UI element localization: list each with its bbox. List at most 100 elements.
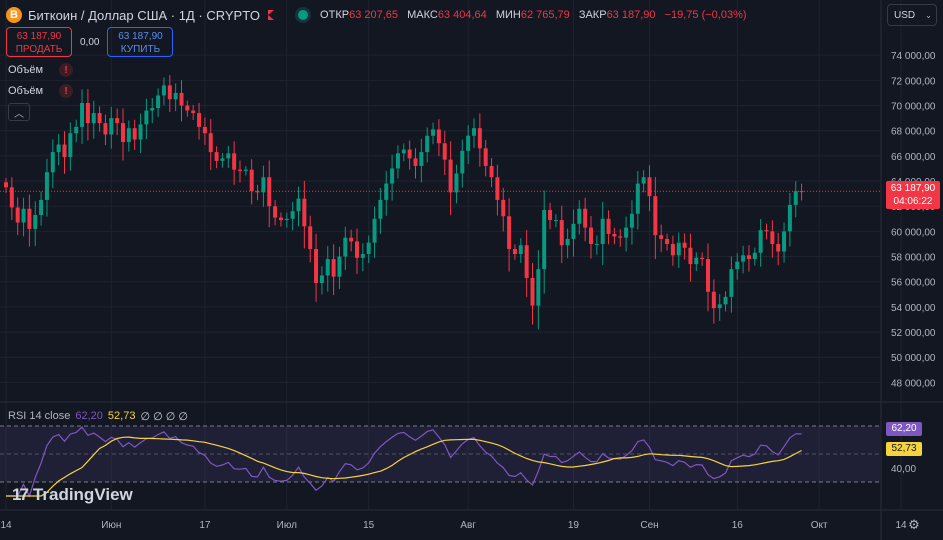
candle: [694, 257, 699, 265]
price-axis-label: 48 000,00: [891, 378, 936, 389]
volume-label: Объём: [8, 64, 44, 76]
candle: [62, 144, 67, 158]
tradingview-logo[interactable]: 17 TradingView: [12, 485, 133, 505]
candle: [776, 243, 781, 252]
candle: [741, 255, 746, 262]
candle: [255, 191, 260, 193]
volume-indicator-1[interactable]: Объём !: [8, 63, 74, 77]
open-value: 63 207,65: [349, 9, 399, 21]
rsi-legend[interactable]: RSI 14 close 62,20 52,73 ∅ ∅ ∅ ∅: [8, 410, 188, 423]
candle: [548, 209, 553, 221]
candle: [39, 199, 44, 216]
candle: [202, 126, 207, 134]
sell-button[interactable]: 63 187,90 ПРОДАТЬ: [6, 27, 72, 57]
candle: [15, 207, 20, 223]
last-price-tag: 63 187,90 04:06:22: [886, 181, 940, 209]
symbol-title[interactable]: Биткоин / Доллар США · 1Д · CRYPTO: [28, 7, 261, 23]
spread-value: 0,00: [80, 36, 100, 48]
candle: [735, 261, 740, 270]
candle: [197, 113, 202, 127]
candle: [413, 158, 418, 166]
candle: [126, 128, 131, 143]
warning-icon[interactable]: !: [59, 63, 74, 77]
candle: [319, 275, 324, 283]
candle: [530, 277, 535, 306]
rsi-band: [0, 426, 880, 482]
candle: [501, 199, 506, 217]
volume-indicator-2[interactable]: Объём !: [8, 84, 74, 98]
bitcoin-icon[interactable]: B: [6, 7, 22, 23]
rsi-value: 62,20: [75, 410, 103, 422]
candle: [618, 236, 623, 238]
candle: [536, 269, 541, 306]
candle: [758, 230, 763, 253]
ohlc-values: ОТКР63 207,65 МАКС63 404,64 МИН62 765,79…: [320, 9, 752, 21]
warning-icon[interactable]: !: [59, 84, 74, 98]
price-axis-label: 66 000,00: [891, 152, 936, 163]
open-label: ОТКР: [320, 9, 350, 21]
candle: [109, 118, 114, 135]
candle: [665, 238, 670, 244]
price-axis-label: 52 000,00: [891, 328, 936, 339]
candle: [682, 242, 687, 248]
candle: [688, 247, 693, 265]
candle: [565, 238, 570, 246]
candle: [121, 123, 125, 143]
candle: [589, 227, 593, 244]
candle: [670, 243, 675, 256]
rsi-value-tag: 62,20: [886, 422, 922, 436]
currency-select[interactable]: USD ⌄: [887, 4, 937, 26]
candle: [161, 85, 166, 96]
candle: [27, 208, 32, 229]
candle: [612, 233, 617, 237]
candle: [115, 118, 120, 124]
buy-button[interactable]: 63 187,90 КУПИТЬ: [107, 27, 174, 57]
price-axis-label: 56 000,00: [891, 278, 936, 289]
candle: [378, 199, 383, 219]
candle: [349, 237, 354, 242]
flag-icon[interactable]: [268, 10, 275, 20]
rsi-ma-line: [6, 436, 802, 497]
high-label: МАКС: [407, 9, 438, 21]
candle: [103, 123, 108, 135]
rsi-ma-value-tag: 52,73: [886, 442, 922, 456]
tradingview-wordmark: TradingView: [32, 485, 133, 504]
candle: [144, 110, 149, 125]
time-axis-label: Окт: [811, 520, 828, 531]
candle: [425, 135, 430, 153]
candle: [729, 269, 734, 297]
time-axis-label: 14: [0, 520, 12, 531]
candle: [50, 152, 55, 173]
candle: [97, 113, 102, 124]
candle: [214, 152, 219, 161]
candle: [366, 242, 371, 255]
rsi-ma-value: 52,73: [107, 410, 136, 422]
market-status-icon[interactable]: [298, 10, 309, 20]
price-axis-label: 60 000,00: [891, 227, 936, 238]
candle: [711, 291, 716, 309]
candle: [372, 218, 377, 243]
candle: [179, 92, 184, 106]
price-axis-label: 54 000,00: [891, 303, 936, 314]
candle: [360, 254, 365, 258]
time-axis-label: Июл: [277, 520, 297, 531]
candle: [74, 126, 79, 134]
candle: [577, 208, 582, 224]
candle: [267, 177, 272, 207]
last-price-value: 63 187,90: [890, 183, 936, 194]
candle: [395, 153, 400, 169]
candle: [770, 231, 775, 244]
time-axis-label: 15: [363, 520, 375, 531]
candle: [624, 227, 629, 238]
time-axis-label: 16: [732, 520, 744, 531]
candle: [764, 230, 769, 232]
collapse-indicators-button[interactable]: ︿: [8, 103, 30, 121]
candle: [472, 128, 476, 136]
candle: [466, 135, 471, 151]
candle: [600, 218, 605, 244]
gear-icon[interactable]: ⚙: [908, 517, 920, 532]
candle: [489, 165, 494, 178]
low-label: МИН: [495, 9, 521, 21]
candle: [571, 223, 576, 239]
